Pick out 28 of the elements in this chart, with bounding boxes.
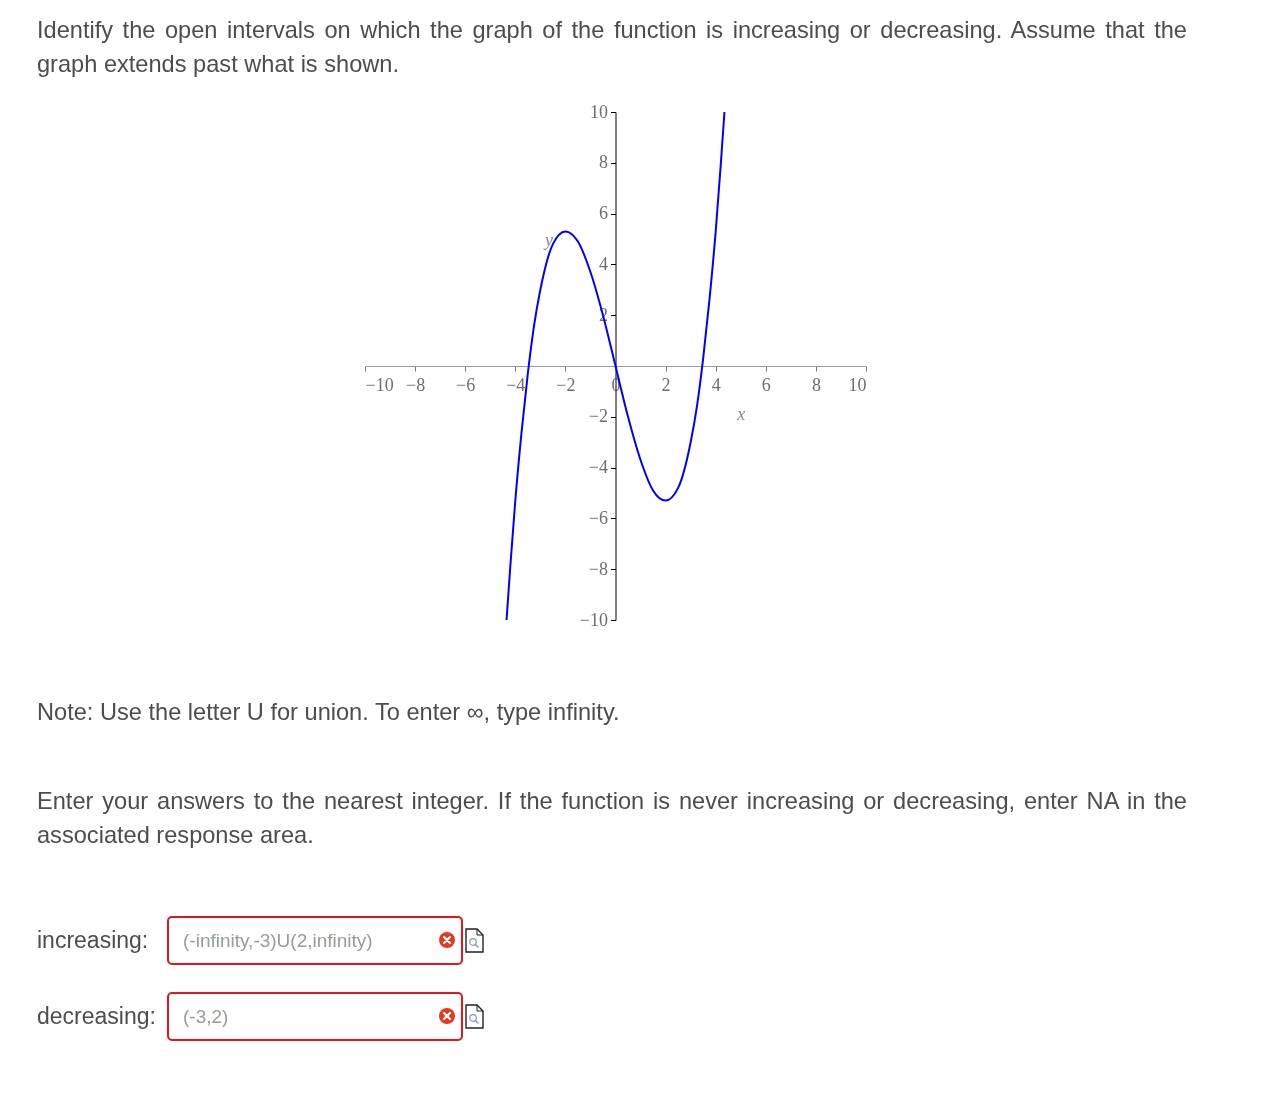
text: Note: Use the letter U for union. To enter ∞, type infinity.: [37, 698, 621, 727]
text-field: (-3,2): [167, 992, 463, 1041]
y-tick-label: −10: [579, 609, 608, 630]
y-tick-label: −8: [588, 558, 608, 579]
y-tick-label: 6: [599, 203, 608, 224]
text: decreasing:: [37, 1002, 156, 1031]
y-tick-label: 10: [590, 101, 608, 122]
x-tick-label: 8: [811, 374, 821, 395]
y-tick-label: −2: [588, 406, 608, 427]
x-tick-label: 10: [848, 374, 867, 395]
x-tick-label: −6: [456, 374, 476, 395]
x-tick-label: 2: [661, 374, 671, 395]
text-field: (-infinity,-3)U(2,infinity): [167, 916, 463, 965]
text: increasing:: [37, 926, 149, 955]
x-axis-title: x: [736, 403, 746, 424]
x-tick-label: 4: [711, 374, 721, 395]
x-tick-label: −2: [556, 374, 576, 395]
x-tick-label: −8: [406, 374, 426, 395]
y-tick-label: −6: [588, 507, 608, 528]
text: Enter your answers to the nearest integer. If the function is never increasing or decreasing, enter NA in the associated response area.: [37, 787, 1187, 850]
y-axis-title: y: [543, 229, 553, 250]
x-tick-label: −10: [365, 374, 394, 395]
y-tick-label: 8: [599, 152, 608, 173]
y-tick-label: 4: [599, 253, 608, 274]
x-tick-label: 6: [761, 374, 771, 395]
chart-title: Identify the open intervals on which the graph of the function is increasing or decreasing. Assume that the graph extends past what is shown.: [37, 16, 1187, 79]
y-tick-label: −4: [588, 457, 608, 478]
x-tick-label: −4: [506, 374, 526, 395]
